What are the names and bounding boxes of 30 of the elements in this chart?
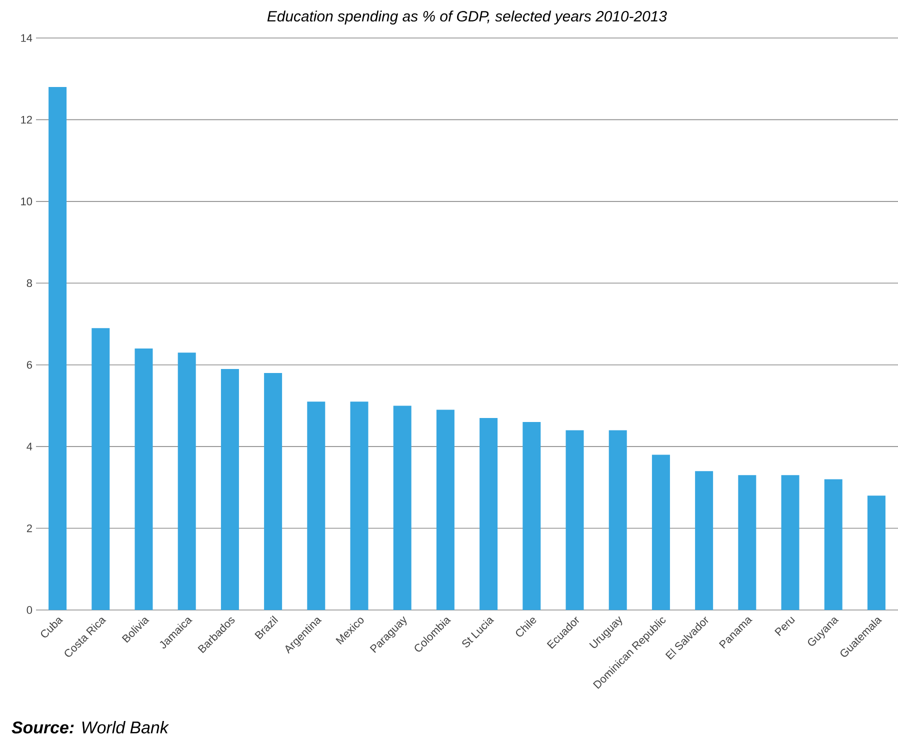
y-tick-label: 4: [26, 442, 32, 450]
y-tick-label: 6: [26, 360, 32, 369]
y-tick-label: 12: [21, 116, 32, 124]
bar: [350, 402, 368, 610]
bar: [220, 368, 239, 610]
bar: [695, 471, 714, 610]
bar: [652, 454, 670, 610]
bar: [92, 328, 110, 610]
bar: [178, 352, 196, 610]
bar: [824, 479, 842, 610]
y-tick-label: 0: [26, 606, 32, 614]
chart-title: Education spending as % of GDP, selected years 2010-2013: [267, 10, 667, 24]
y-tick-label: 8: [26, 279, 32, 288]
y-tick-label: 2: [26, 524, 32, 532]
bar: [436, 410, 454, 610]
bar: [608, 430, 627, 610]
bar: [522, 422, 541, 610]
bar: [480, 418, 498, 610]
bar: [566, 430, 584, 610]
bar: [738, 475, 756, 610]
bar: [264, 373, 282, 610]
text: Source: World Bank: [12, 721, 170, 734]
bar: [781, 475, 800, 610]
bar: [867, 496, 886, 610]
bar: [307, 402, 326, 610]
bar: [48, 87, 67, 610]
y-tick-label: 14: [21, 34, 32, 42]
bar: [393, 406, 412, 610]
bar: [134, 348, 153, 610]
y-tick-label: 10: [21, 198, 32, 206]
